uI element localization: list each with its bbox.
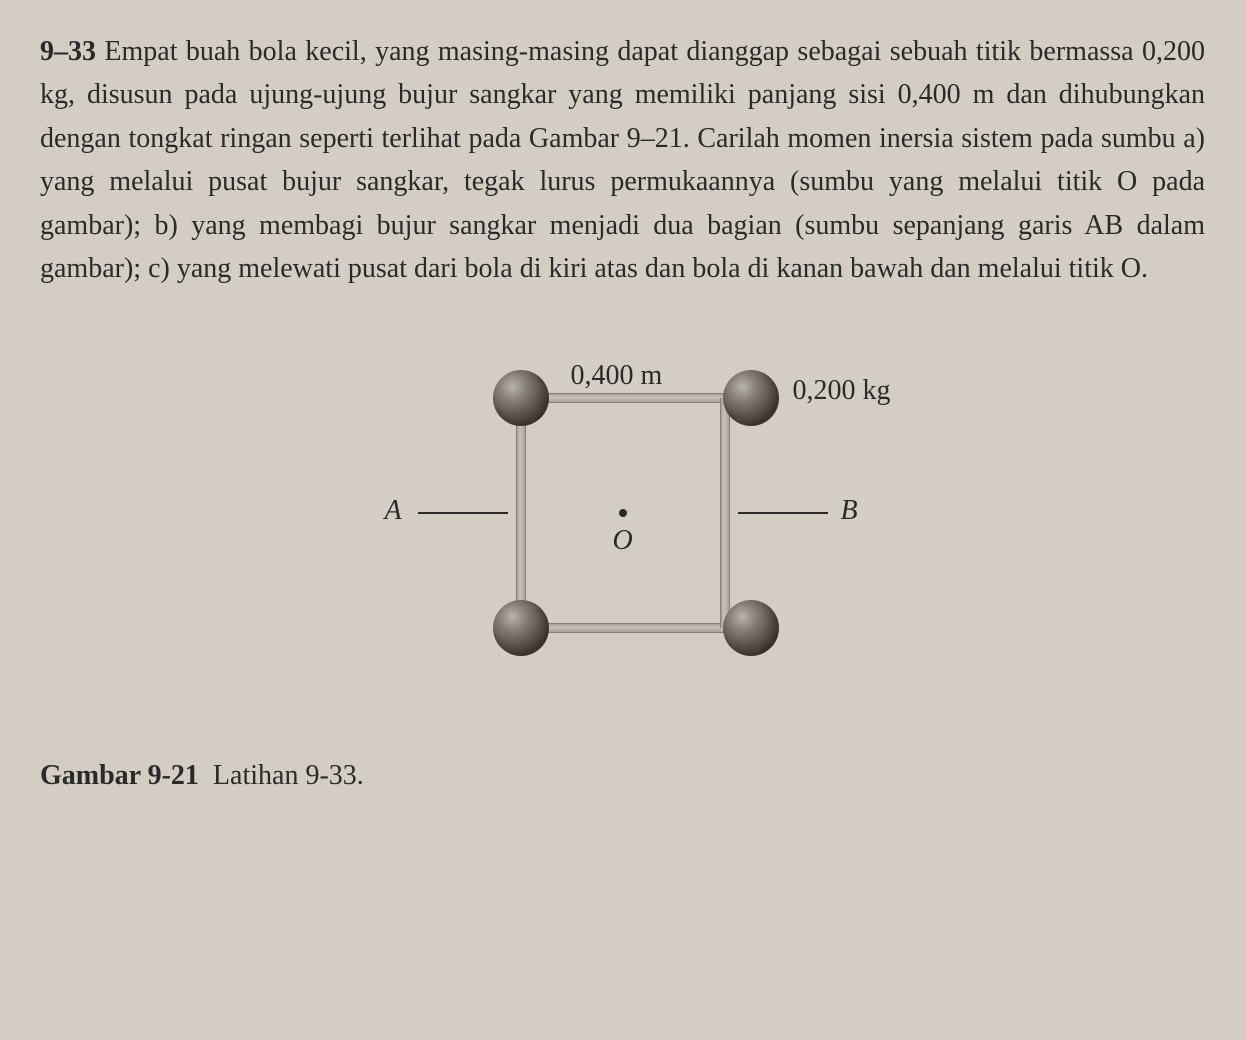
figure-diagram: 0,400 m 0,200 kg A B O xyxy=(323,340,923,700)
label-point-b: B xyxy=(841,495,858,527)
ball-bottom-left xyxy=(493,600,549,656)
rod-left xyxy=(516,398,526,628)
figure-caption: Gambar 9-21 Latihan 9-33. xyxy=(40,760,1205,792)
ball-bottom-right xyxy=(723,600,779,656)
axis-line-left xyxy=(418,512,508,514)
problem-body: Empat buah bola kecil, yang masing-masin… xyxy=(40,36,1205,284)
axis-line-right xyxy=(738,512,828,514)
ball-top-right xyxy=(723,370,779,426)
label-point-a: A xyxy=(385,495,402,527)
center-point xyxy=(619,509,627,517)
problem-text: 9–33 Empat buah bola kecil, yang masing-… xyxy=(40,30,1205,290)
label-mass: 0,200 kg xyxy=(793,375,891,407)
rod-right xyxy=(720,398,730,628)
caption-text xyxy=(206,760,213,791)
label-side-length: 0,400 m xyxy=(571,360,663,392)
figure-container: 0,400 m 0,200 kg A B O xyxy=(40,340,1205,700)
label-point-o: O xyxy=(613,525,633,557)
rod-bottom xyxy=(521,623,725,633)
ball-top-left xyxy=(493,370,549,426)
caption-body: Latihan 9-33. xyxy=(213,760,364,791)
problem-number: 9–33 xyxy=(40,36,96,67)
rod-top xyxy=(521,393,725,403)
caption-label: Gambar 9-21 xyxy=(40,760,199,791)
